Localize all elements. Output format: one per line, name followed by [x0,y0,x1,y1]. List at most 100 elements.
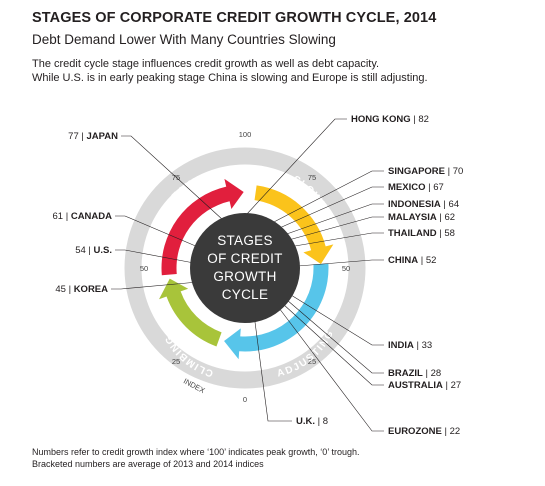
country-value-brazil: 28 [431,368,442,379]
leader-line-brazil [286,299,384,374]
country-name-indonesia: INDONESIA [388,199,441,210]
country-separator: | [445,166,453,177]
phase-arc-slowing [254,185,334,265]
country-separator: | [443,380,451,391]
country-name-singapore: SINGAPORE [388,166,445,177]
country-separator: | [63,211,71,222]
footnote-line-1: Numbers refer to credit growth index whe… [32,447,360,457]
country-name-mexico: MEXICO [388,182,425,193]
country-value-canada: 61 [53,211,64,222]
leader-line-canada [115,215,206,251]
country-separator: | [441,199,449,210]
chart-description: The credit cycle stage influences credit… [32,57,502,85]
country-value-korea: 45 [55,284,66,295]
phase-arc-peaking [161,178,244,276]
country-value-thailand: 58 [444,228,455,239]
country-name-brazil: BRAZIL [388,368,423,379]
center-text-line-3: GROWTH [213,269,276,284]
country-name-eurozone: EUROZONE [388,426,442,437]
leader-line-eurozone [278,307,384,432]
footnote: Numbers refer to credit growth index whe… [32,446,462,470]
description-line-2: While U.S. is in early peaking stage Chi… [32,72,428,84]
leader-line-australia [282,303,384,386]
country-name-india: INDIA [388,340,414,351]
leader-line-thailand [288,232,384,248]
country-label-u-k: U.K. | 8 [296,416,328,427]
country-name-canada: CANADA [71,211,112,222]
scale-tick-50-right: 50 [342,264,350,273]
leader-line-u-k [254,321,292,422]
country-labels: 77 | JAPAN 61 | CANADA 54 | U.S. 45 | KOREA… [53,114,464,437]
country-separator: | [442,426,450,437]
country-label-malaysia: MALAYSIA | 62 [388,212,455,223]
country-value-singapore: 70 [453,166,464,177]
scale-tick-25-right: 25 [308,357,316,366]
country-value-china: 52 [426,255,437,266]
chart-subtitle: Debt Demand Lower With Many Countries Sl… [32,32,336,47]
scale-tick-25-left: 25 [172,357,180,366]
leader-line-singapore [269,170,384,225]
country-label-korea: 45 | KOREA [55,284,108,295]
center-text-line-4: CYCLE [222,287,269,302]
country-separator: | [66,284,74,295]
country-leader-lines [111,118,384,432]
country-separator: | [437,212,445,223]
country-label-china: CHINA | 52 [388,255,436,266]
leader-line-indonesia [280,203,384,237]
footnote-line-2: Bracketed numbers are average of 2013 an… [32,459,264,469]
country-label-thailand: THAILAND | 58 [388,228,455,239]
scale-tick-75-right: 75 [308,173,316,182]
country-label-indonesia: INDONESIA | 64 [388,199,459,210]
country-value-indonesia: 64 [449,199,460,210]
leader-line-mexico [274,186,384,231]
center-text-line-1: STAGES [217,233,273,248]
index-ring [124,147,366,389]
country-name-u-k: U.K. [296,416,315,427]
scale-tick-75-left: 75 [172,173,180,182]
phase-arc-adjusting [224,263,329,360]
country-label-eurozone: EUROZONE | 22 [388,426,460,437]
leader-line-india [290,294,384,346]
country-value-india: 33 [422,340,433,351]
country-name-hong-kong: HONG KONG [351,114,411,125]
country-value-malaysia: 62 [445,212,456,223]
leader-line-u-s [115,249,195,264]
phase-arcs [159,178,334,360]
country-label-u-s: 54 | U.S. [75,245,112,256]
country-label-japan: 77 | JAPAN [68,131,118,142]
leader-line-korea [111,281,199,290]
country-label-hong-kong: HONG KONG | 82 [351,114,429,125]
country-separator: | [418,255,426,266]
country-separator: | [437,228,445,239]
country-name-australia: AUSTRALIA [388,380,443,391]
leader-line-china [297,259,384,267]
country-name-malaysia: MALAYSIA [388,212,437,223]
country-value-australia: 27 [451,380,462,391]
chart-title: STAGES OF CORPORATE CREDIT GROWTH CYCLE,… [32,10,437,26]
description-line-1: The credit cycle stage influences credit… [32,58,380,70]
country-label-canada: 61 | CANADA [53,211,113,222]
country-value-hong-kong: 82 [418,114,429,125]
leader-line-japan [121,135,224,221]
country-separator: | [414,340,422,351]
phase-arc-climbing [159,278,222,347]
scale-tick-100: 100 [239,130,252,139]
leader-line-hong-kong [245,118,347,216]
country-label-brazil: BRAZIL | 28 [388,368,441,379]
country-separator: | [411,114,419,125]
country-label-india: INDIA | 33 [388,340,432,351]
country-value-eurozone: 22 [450,426,461,437]
country-label-mexico: MEXICO | 67 [388,182,444,193]
country-value-japan: 77 [68,131,79,142]
country-name-china: CHINA [388,255,418,266]
country-separator: | [79,131,87,142]
country-name-u-s: U.S. [94,245,112,256]
country-label-singapore: SINGAPORE | 70 [388,166,463,177]
country-name-thailand: THAILAND [388,228,437,239]
country-separator: | [425,182,433,193]
country-separator: | [86,245,94,256]
country-value-u-k: 8 [323,416,328,427]
center-circle [190,213,300,323]
center-text-line-2: OF CREDIT [207,251,282,266]
